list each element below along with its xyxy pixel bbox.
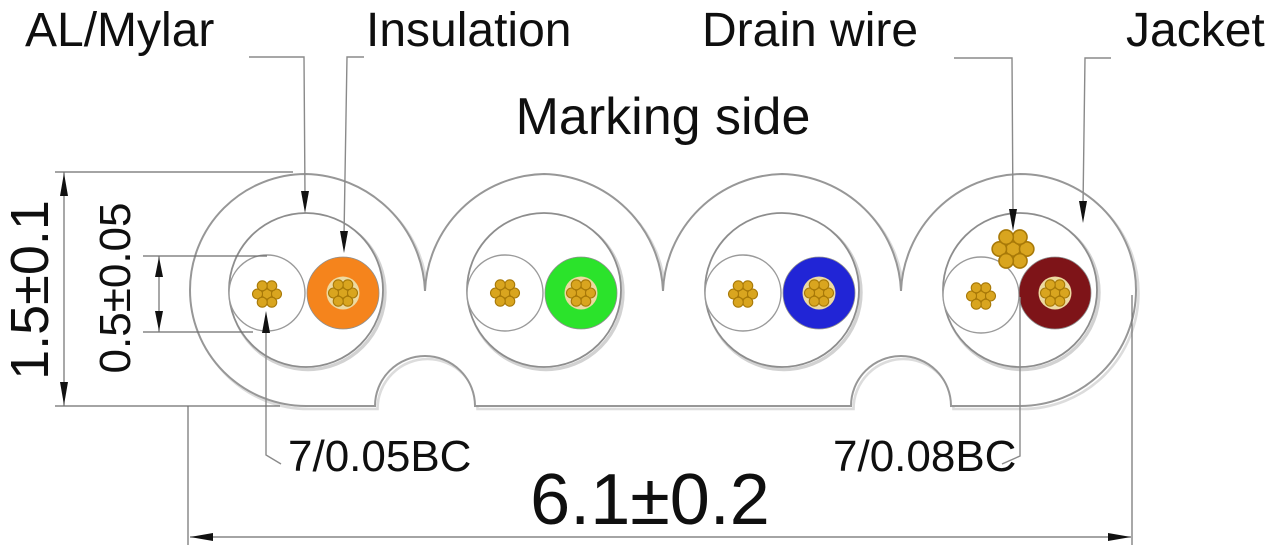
drain-strands-2 (489, 279, 521, 307)
drain-strands-3 (727, 280, 759, 308)
conductor-strands-4 (1039, 279, 1071, 307)
al-mylar-label: AL/Mylar (25, 4, 214, 57)
drain-wire-label: Drain wire (702, 4, 918, 57)
insulation-leader (343, 56, 364, 237)
drain-wire-leader (954, 57, 1014, 215)
jacket-arrow (1079, 201, 1087, 223)
core-dim-text: 0.5±0.05 (91, 203, 140, 374)
drain-spec-leader (265, 328, 282, 465)
marking-side-label: Marking side (516, 88, 811, 146)
height-dim-text: 1.5±0.1 (0, 200, 60, 380)
conductor-strands-3 (803, 279, 835, 307)
dimension-overall-height: 1.5±0.1 (0, 171, 293, 407)
al-mylar-leader (249, 56, 306, 197)
conductor-spec-label: 7/0.08BC (833, 432, 1016, 481)
insulation-arrow (340, 231, 348, 253)
conductor-spec-leader (1001, 297, 1021, 465)
dimension-core-diameter: 0.5±0.05 (91, 203, 267, 374)
dimension-overall-width: 6.1±0.2 (187, 295, 1133, 545)
drain-strands-1 (251, 280, 283, 308)
width-arrow-left (190, 533, 213, 541)
conductor-strands-1 (327, 279, 359, 307)
conductor-strands-2 (565, 279, 597, 307)
drain-spec-arrow (262, 311, 270, 333)
drain-spec-label: 7/0.05BC (288, 432, 471, 481)
jacket-leader (1082, 57, 1111, 207)
width-arrow-right (1108, 533, 1131, 541)
core-arrow-top (155, 257, 163, 277)
drain-strands-4 (965, 282, 997, 310)
jacket-outline (188, 172, 1138, 407)
height-arrow-bottom (60, 382, 68, 405)
conductor-strand-bundles (251, 229, 1072, 310)
callout-leaders (249, 56, 1111, 465)
core-arrow-bottom (155, 311, 163, 331)
insulation-label: Insulation (366, 4, 571, 57)
al-mylar-arrow (301, 191, 309, 213)
height-arrow-top (60, 173, 68, 196)
jacket-label: Jacket (1126, 4, 1265, 57)
drain-wire-bundle (991, 229, 1035, 269)
width-dim-text: 6.1±0.2 (530, 460, 770, 540)
drain-wire-arrow (1009, 209, 1017, 231)
